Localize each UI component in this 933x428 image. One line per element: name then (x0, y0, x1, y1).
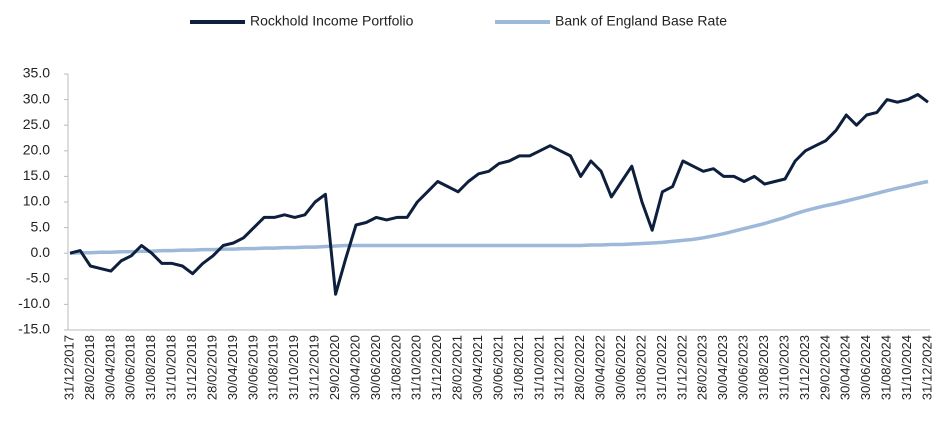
x-tick-label: 31/12/2022 (674, 335, 689, 400)
x-tick-label: 31/12/2019 (307, 335, 322, 400)
x-tick-label: 28/02/2021 (450, 335, 465, 400)
x-tick-label: 28/02/2019 (204, 335, 219, 400)
y-tick-label: 0.0 (31, 244, 51, 260)
x-tick-label: 29/02/2024 (817, 335, 832, 400)
x-tick-label: 31/10/2020 (409, 335, 424, 400)
x-tick-label: 30/06/2022 (613, 335, 628, 400)
y-tick-label: 25.0 (23, 116, 50, 132)
x-tick-label: 31/12/2018 (184, 335, 199, 400)
x-tick-label: 31/10/2022 (654, 335, 669, 400)
x-tick-label: 31/12/2023 (797, 335, 812, 400)
x-tick-label: 30/06/2020 (368, 335, 383, 400)
x-tick-label: 30/04/2021 (470, 335, 485, 400)
x-tick-label: 30/06/2018 (123, 335, 138, 400)
x-tick-label: 31/10/2018 (164, 335, 179, 400)
x-tick-label: 31/12/2024 (919, 335, 933, 400)
x-tick-label: 31/10/2024 (899, 335, 914, 400)
x-tick-label: 31/12/2017 (61, 335, 76, 400)
x-tick-label: 31/10/2019 (286, 335, 301, 400)
series-line (69, 93, 929, 296)
x-tick-label: 30/06/2021 (490, 335, 505, 400)
x-tick-label: 29/02/2020 (327, 335, 342, 400)
x-tick-label: 30/04/2023 (715, 335, 730, 400)
y-tick-label: -5.0 (26, 270, 50, 286)
y-tick-label: 35.0 (23, 65, 50, 81)
x-tick-label: 28/02/2023 (695, 335, 710, 400)
y-tick-label: 30.0 (23, 90, 50, 106)
legend-label: Rockhold Income Portfolio (250, 13, 414, 29)
x-tick-label: 28/02/2022 (572, 335, 587, 400)
x-tick-label: 28/02/2018 (82, 335, 97, 400)
x-tick-label: 30/06/2024 (858, 335, 873, 400)
x-tick-label: 30/04/2020 (347, 335, 362, 400)
y-tick-label: 10.0 (23, 193, 50, 209)
x-tick-label: 31/08/2019 (266, 335, 281, 400)
x-tick-label: 30/06/2023 (736, 335, 751, 400)
x-tick-label: 31/10/2023 (776, 335, 791, 400)
x-tick-label: 31/10/2021 (531, 335, 546, 400)
x-tick-label: 31/08/2022 (633, 335, 648, 400)
x-tick-label: 31/08/2023 (756, 335, 771, 400)
x-tick-label: 31/12/2021 (552, 335, 567, 400)
y-tick-label: -15.0 (18, 321, 50, 337)
x-tick-label: 31/08/2021 (511, 335, 526, 400)
x-tick-label: 30/04/2019 (225, 335, 240, 400)
x-tick-label: 31/12/2020 (429, 335, 444, 400)
x-tick-label: 30/04/2022 (593, 335, 608, 400)
legend-label: Bank of England Base Rate (555, 13, 727, 29)
y-tick-label: 15.0 (23, 167, 50, 183)
x-tick-label: 31/08/2018 (143, 335, 158, 400)
y-tick-label: -10.0 (18, 295, 50, 311)
x-tick-label: 30/04/2024 (838, 335, 853, 400)
x-tick-label: 31/08/2020 (388, 335, 403, 400)
x-tick-label: 30/04/2018 (102, 335, 117, 400)
x-tick-label: 31/08/2024 (879, 335, 894, 400)
y-tick-label: 20.0 (23, 142, 50, 158)
y-tick-label: 5.0 (31, 218, 51, 234)
x-tick-label: 30/06/2019 (245, 335, 260, 400)
series-line (69, 179, 929, 255)
